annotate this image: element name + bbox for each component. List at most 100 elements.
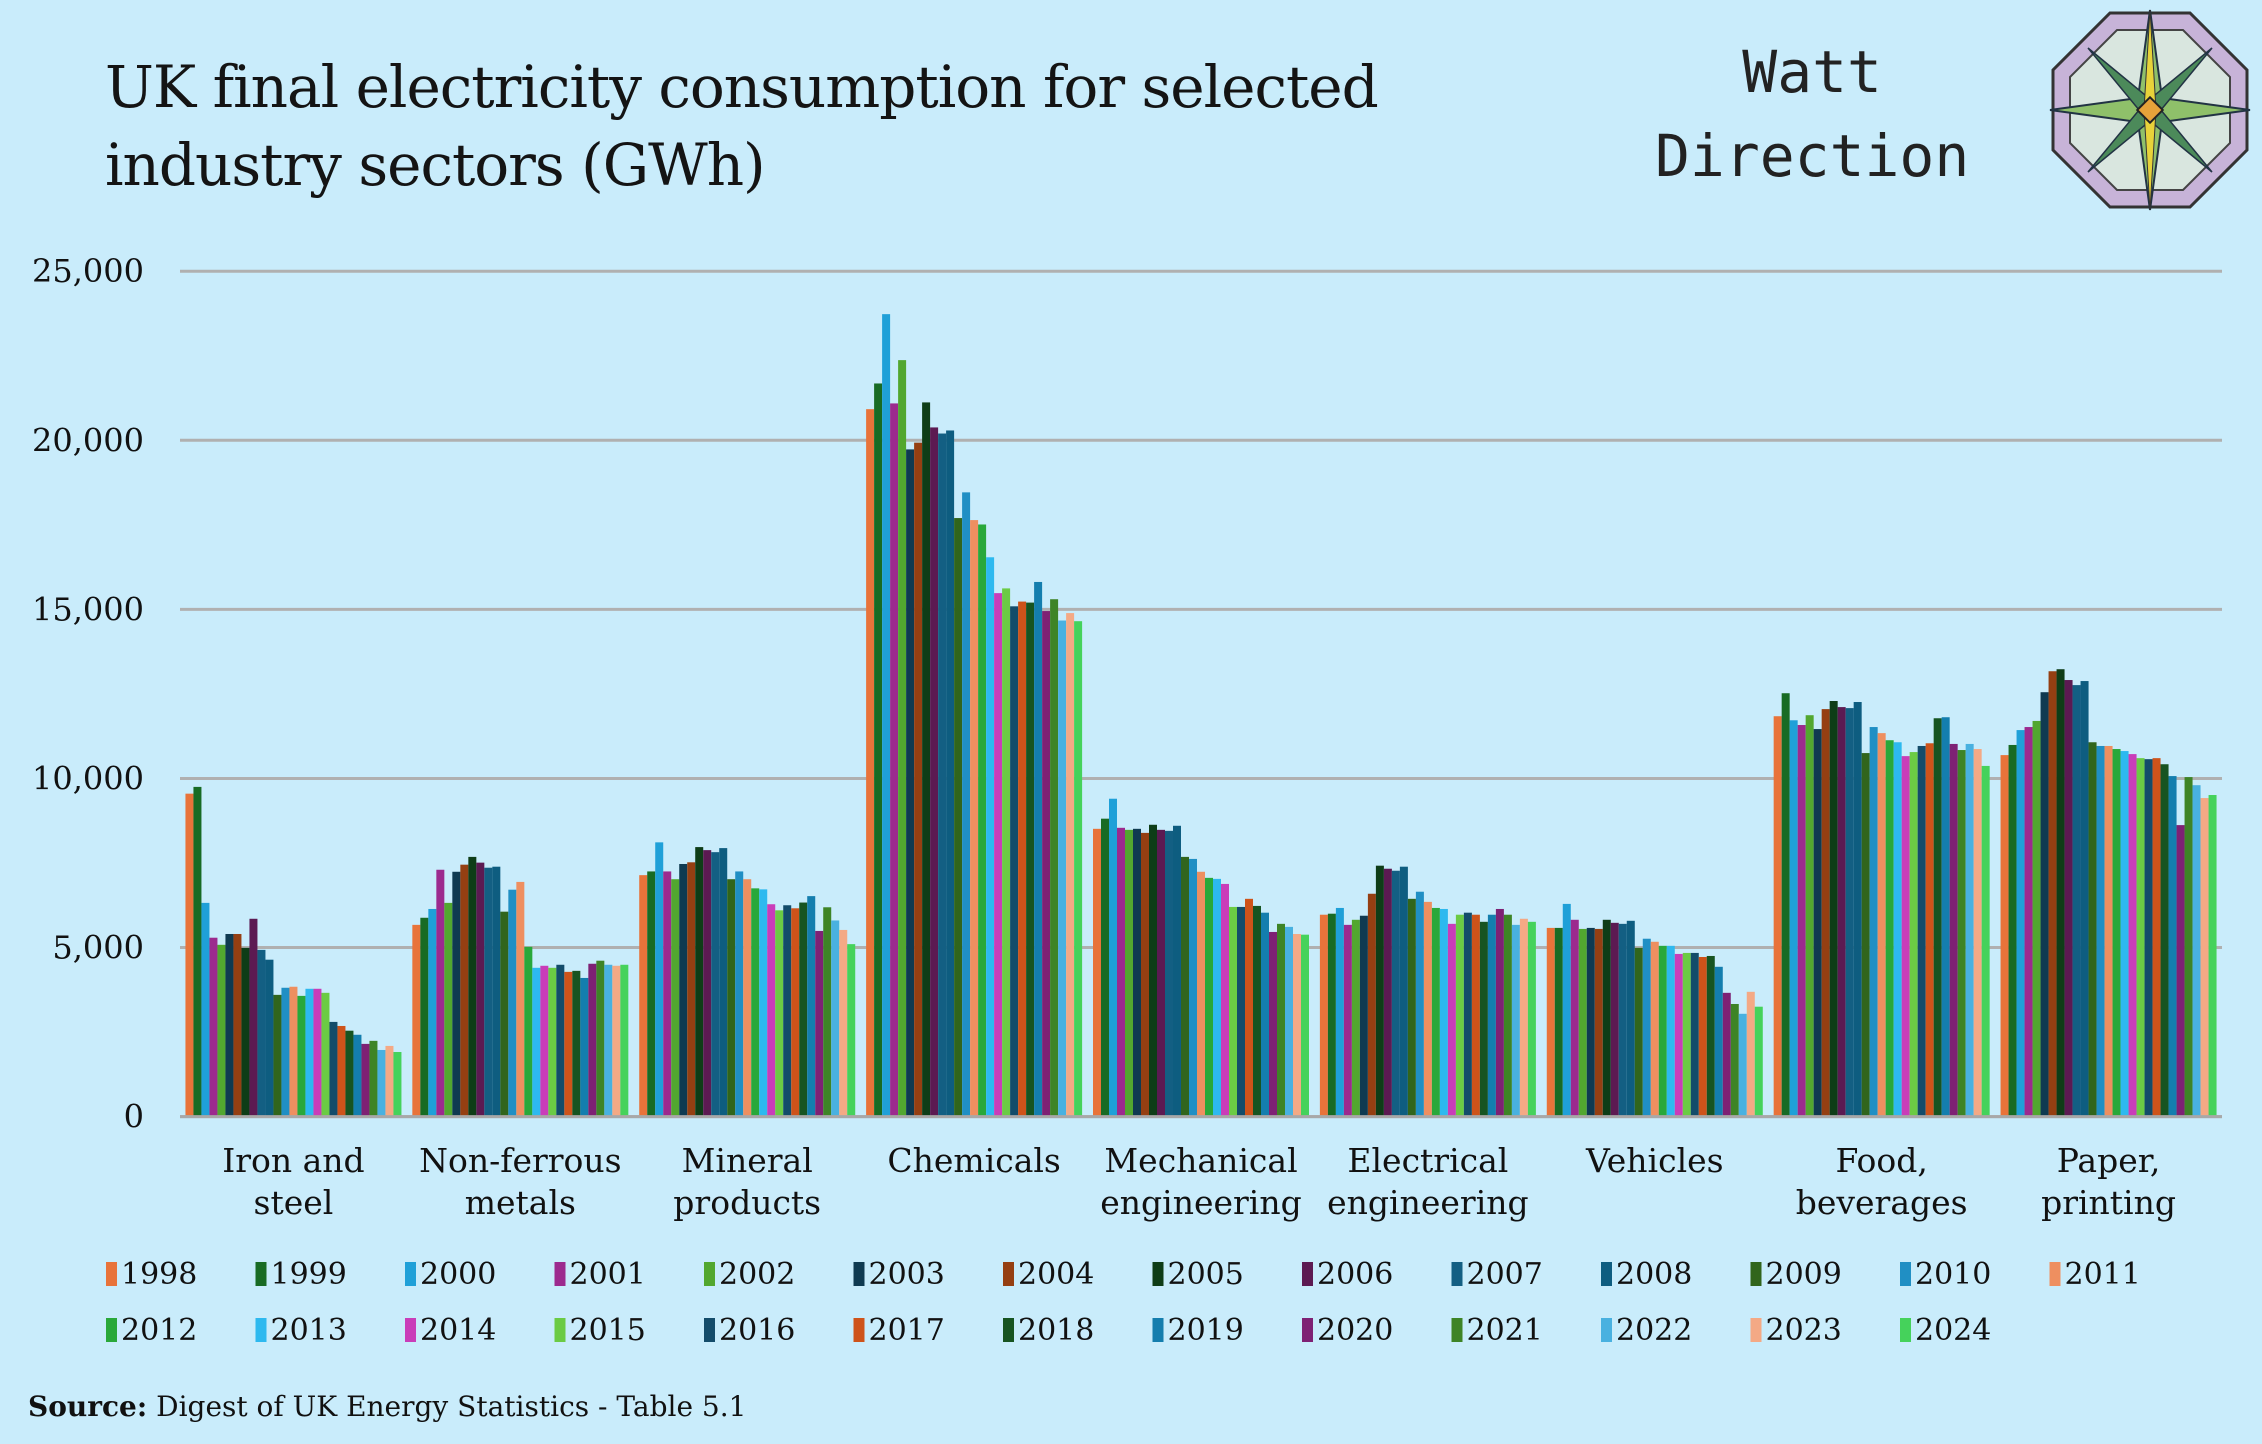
- bar-2009-4: [1181, 856, 1189, 1117]
- bar-2011-8: [2104, 745, 2113, 1117]
- bar-2005-7: [1829, 701, 1838, 1117]
- bar-2019-4: [1261, 912, 1269, 1117]
- bar-2001-0: [209, 937, 218, 1117]
- legend-swatch-2008: [1601, 1262, 1612, 1286]
- bar-2020-4: [1269, 931, 1277, 1117]
- legend-swatch-2017: [853, 1318, 865, 1342]
- bar-2016-6: [1690, 952, 1699, 1117]
- bar-2000-3: [882, 314, 891, 1117]
- legend-label: 2002: [719, 1257, 795, 1292]
- bar-2006-5: [1383, 868, 1392, 1117]
- bar-2011-6: [1650, 941, 1659, 1117]
- bar-2001-2: [663, 871, 672, 1117]
- bar-2022-0: [377, 1049, 386, 1117]
- bar-2007-0: [257, 949, 266, 1117]
- bar-2022-1: [604, 964, 613, 1117]
- bar-2003-1: [452, 871, 461, 1117]
- x-category-label: engineering: [1100, 1183, 1301, 1222]
- bar-2014-7: [1901, 756, 1910, 1117]
- bar-2017-0: [337, 1025, 346, 1117]
- bar-2014-8: [2128, 754, 2137, 1117]
- bar-2017-5: [1471, 914, 1480, 1117]
- bar-2012-7: [1885, 740, 1894, 1117]
- legend-label: 2009: [1766, 1257, 1842, 1292]
- bar-2017-3: [1018, 601, 1027, 1117]
- bar-2002-1: [444, 902, 453, 1117]
- bar-2017-4: [1245, 898, 1253, 1117]
- bar-2002-2: [671, 879, 680, 1117]
- bar-2004-2: [687, 862, 696, 1117]
- bar-2014-0: [313, 988, 322, 1117]
- source-text: Digest of UK Energy Statistics - Table 5…: [156, 1390, 747, 1423]
- bar-2010-3: [962, 492, 971, 1117]
- x-category-label: Mechanical: [1104, 1141, 1297, 1180]
- legend-swatch-2012: [106, 1318, 117, 1342]
- bar-2011-4: [1197, 871, 1205, 1117]
- bar-2020-0: [361, 1043, 370, 1117]
- legend-swatch-2023: [1750, 1318, 1762, 1342]
- bar-2013-1: [532, 967, 541, 1117]
- x-category-label: beverages: [1796, 1183, 1968, 1222]
- legend-swatch-2005: [1152, 1262, 1164, 1286]
- bar-2005-4: [1149, 824, 1157, 1117]
- bar-2000-0: [201, 902, 210, 1117]
- bar-2023-7: [1973, 749, 1982, 1117]
- legend-label: 2001: [570, 1257, 646, 1292]
- bar-2021-1: [596, 960, 605, 1117]
- bar-2016-2: [783, 905, 792, 1117]
- bar-2005-6: [1602, 919, 1611, 1117]
- bar-2014-4: [1221, 883, 1229, 1117]
- bar-1999-1: [420, 917, 429, 1117]
- bar-2009-6: [1634, 947, 1643, 1117]
- bar-2020-6: [1722, 992, 1731, 1117]
- legend-label: 2005: [1168, 1257, 1244, 1292]
- bar-2004-4: [1141, 832, 1149, 1117]
- bar-2021-8: [2184, 777, 2193, 1117]
- bar-1998-0: [185, 793, 194, 1117]
- x-category-label: products: [673, 1183, 821, 1222]
- bar-1999-7: [1781, 693, 1790, 1117]
- bar-2004-1: [460, 864, 469, 1117]
- legend-label: 2020: [1317, 1313, 1393, 1348]
- bar-2002-6: [1578, 928, 1587, 1117]
- bar-2012-2: [751, 888, 760, 1117]
- legend-label: 2023: [1766, 1313, 1842, 1348]
- bar-2024-1: [620, 964, 629, 1117]
- bar-2004-0: [233, 933, 242, 1117]
- legend-label: 2024: [1915, 1313, 1991, 1348]
- legend-swatch-2022: [1601, 1318, 1612, 1342]
- x-category-label: Mineral: [682, 1141, 813, 1180]
- legend-swatch-1998: [106, 1262, 117, 1286]
- bar-2012-5: [1431, 907, 1440, 1117]
- bar-2024-0: [393, 1052, 402, 1117]
- bar-2003-0: [225, 933, 234, 1117]
- legend-swatch-2010: [1900, 1262, 1911, 1286]
- bar-2010-7: [1869, 727, 1878, 1117]
- legend-label: 2003: [869, 1257, 945, 1292]
- bar-2018-3: [1026, 602, 1035, 1117]
- bar-2004-5: [1367, 893, 1376, 1117]
- bar-2006-6: [1610, 922, 1619, 1117]
- bar-1998-5: [1319, 914, 1328, 1117]
- bar-2009-3: [954, 518, 963, 1117]
- bar-2004-8: [2048, 671, 2057, 1117]
- bar-2022-3: [1058, 620, 1067, 1117]
- bar-2015-8: [2136, 758, 2145, 1117]
- bar-2013-0: [305, 988, 314, 1117]
- bar-2017-6: [1698, 956, 1707, 1117]
- bar-2008-3: [946, 430, 955, 1117]
- bar-2003-8: [2040, 692, 2049, 1117]
- legend-swatch-2018: [1003, 1318, 1014, 1342]
- bar-2018-4: [1253, 905, 1261, 1117]
- bar-2005-0: [241, 947, 250, 1117]
- bar-1999-4: [1101, 818, 1109, 1117]
- bar-2020-1: [588, 963, 597, 1117]
- source-label: Source:: [28, 1390, 148, 1423]
- bar-2006-7: [1837, 707, 1846, 1117]
- bar-2020-3: [1042, 611, 1051, 1117]
- bar-2017-8: [2152, 758, 2161, 1117]
- x-category-label: engineering: [1327, 1183, 1528, 1222]
- chart-title: UK final electricity consumption for sel…: [105, 48, 1379, 204]
- bar-2015-7: [1909, 752, 1918, 1117]
- bar-2001-7: [1797, 725, 1806, 1117]
